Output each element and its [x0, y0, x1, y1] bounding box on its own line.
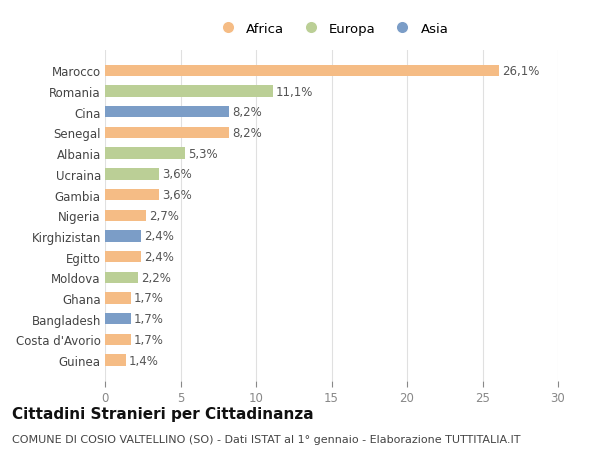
Bar	[105, 334, 131, 345]
Text: 1,7%: 1,7%	[134, 313, 164, 325]
Bar	[105, 66, 499, 77]
Text: 11,1%: 11,1%	[275, 85, 313, 98]
Bar	[105, 210, 146, 221]
Text: 1,7%: 1,7%	[134, 333, 164, 346]
Text: 5,3%: 5,3%	[188, 147, 218, 160]
Text: 3,6%: 3,6%	[163, 168, 192, 181]
Bar	[105, 148, 185, 159]
Bar	[105, 190, 160, 201]
Text: 1,4%: 1,4%	[129, 354, 159, 367]
Bar	[105, 313, 131, 325]
Bar	[105, 107, 229, 118]
Bar	[105, 293, 131, 304]
Text: 2,4%: 2,4%	[144, 251, 174, 263]
Text: 8,2%: 8,2%	[232, 106, 262, 119]
Text: 3,6%: 3,6%	[163, 189, 192, 202]
Text: 26,1%: 26,1%	[502, 65, 539, 78]
Text: 1,7%: 1,7%	[134, 292, 164, 305]
Text: 2,2%: 2,2%	[141, 271, 171, 284]
Text: COMUNE DI COSIO VALTELLINO (SO) - Dati ISTAT al 1° gennaio - Elaborazione TUTTIT: COMUNE DI COSIO VALTELLINO (SO) - Dati I…	[12, 434, 521, 444]
Text: 2,4%: 2,4%	[144, 230, 174, 243]
Text: 8,2%: 8,2%	[232, 127, 262, 140]
Bar	[105, 355, 126, 366]
Bar	[105, 86, 272, 97]
Bar	[105, 128, 229, 139]
Bar	[105, 252, 141, 263]
Bar	[105, 231, 141, 242]
Text: Cittadini Stranieri per Cittadinanza: Cittadini Stranieri per Cittadinanza	[12, 406, 314, 421]
Legend: Africa, Europa, Asia: Africa, Europa, Asia	[209, 17, 454, 41]
Bar	[105, 169, 160, 180]
Text: 2,7%: 2,7%	[149, 209, 179, 222]
Bar	[105, 272, 138, 283]
